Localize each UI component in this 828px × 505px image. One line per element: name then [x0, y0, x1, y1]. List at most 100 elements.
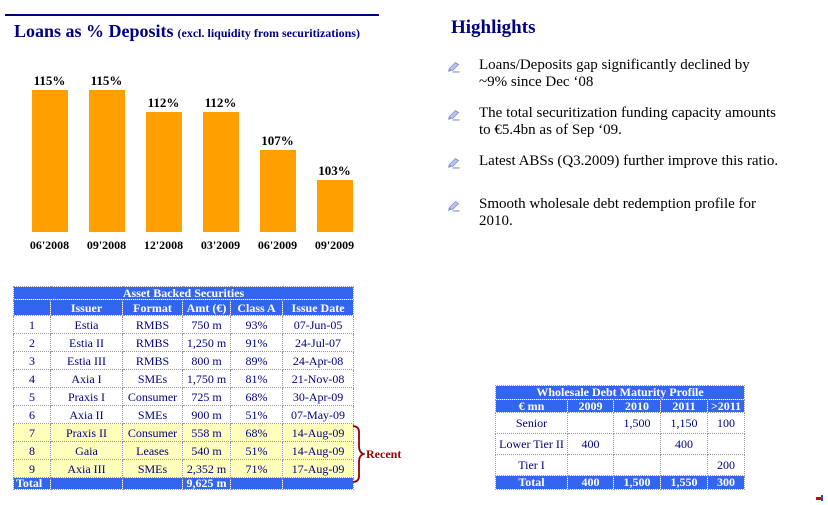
cell-issuer: Estia III	[50, 351, 123, 370]
column-header: Class A	[230, 299, 283, 316]
cell-format: RMBS	[122, 351, 183, 370]
cell-issuer: Estia II	[50, 333, 123, 352]
abs-table-title-row: Asset Backed Securities	[12, 286, 355, 300]
cell-format: RMBS	[122, 315, 183, 334]
cell-issuer: Axia I	[50, 369, 123, 388]
writing-hand-icon	[447, 57, 460, 91]
highlight-line: ~9% since Dec ‘08	[479, 74, 594, 90]
cell-date: 07-Jun-05	[281, 315, 355, 334]
bar-category-label: 09'2009	[314, 238, 355, 252]
cell-num: 2	[13, 333, 51, 352]
cell-num: 9	[13, 459, 51, 478]
abs-table-title: Asset Backed Securities	[12, 286, 355, 300]
cell-issuer: Praxis II	[50, 423, 123, 442]
bar-value-label: 112%	[147, 95, 180, 110]
table-row-recent: 9 Axia III SMEs 2,352 m 71% 17-Aug-09	[13, 459, 355, 478]
bar-category-label: 06'2009	[257, 238, 298, 252]
bar	[202, 112, 239, 232]
total-blank	[281, 477, 355, 490]
column-header: 2011	[660, 399, 708, 413]
bar-value-label: 112%	[204, 95, 237, 110]
cell-2010: 1,500	[613, 412, 661, 434]
cell-date: 14-Aug-09	[281, 441, 355, 460]
corner-mark-blue	[821, 495, 823, 501]
column-header: Format	[122, 299, 183, 316]
highlight-item: Smooth wholesale debt redemption profile…	[447, 196, 825, 230]
total-blank	[50, 477, 123, 490]
cell-date: 07-May-09	[281, 405, 355, 424]
loans-deposits-bar-chart: 115% 06'2008 115% 09'2008 112% 12'2008 1…	[21, 72, 363, 253]
column-header: Issue Date	[281, 299, 355, 316]
cell-date: 21-Nov-08	[281, 369, 355, 388]
highlight-line: Smooth wholesale debt redemption profile…	[479, 196, 757, 212]
highlight-item: Loans/Deposits gap significantly decline…	[447, 57, 825, 91]
title-rule	[5, 14, 379, 16]
cell-format: Consumer	[122, 387, 183, 406]
cell-2010	[613, 433, 661, 455]
bar-category-label: 06'2008	[29, 238, 70, 252]
highlight-line: 2010.	[479, 213, 513, 229]
cell-class-a: 71%	[230, 459, 283, 478]
bar-category-label: 12'2008	[143, 238, 184, 252]
total-2009: 400	[567, 475, 614, 490]
cell-label: Tier I	[495, 454, 568, 476]
wholesale-debt-table: Wholesale Debt Maturity Profile € mn 200…	[494, 385, 746, 490]
cell-2009	[567, 412, 614, 434]
recent-label: Recent	[366, 447, 402, 461]
cell-class-a: 68%	[230, 387, 283, 406]
cell-date: 14-Aug-09	[281, 423, 355, 442]
bar-value-label: 115%	[33, 72, 66, 88]
cell-amt: 900 m	[182, 405, 231, 424]
cell-issuer: Gaia	[50, 441, 123, 460]
bar-group: 112% 12'2008	[135, 72, 192, 253]
column-header	[13, 299, 51, 316]
cell-class-a: 93%	[230, 315, 283, 334]
highlight-line: to €5.4bn as of Sep ‘09.	[479, 122, 622, 138]
cell-num: 6	[13, 405, 51, 424]
highlights-title: Highlights	[451, 17, 536, 38]
cell-class-a: 51%	[230, 405, 283, 424]
bar	[259, 149, 296, 232]
total-blank	[230, 477, 283, 490]
cell-date: 30-Apr-09	[281, 387, 355, 406]
cell-num: 8	[13, 441, 51, 460]
cell-2010	[613, 454, 661, 476]
cell-num: 4	[13, 369, 51, 388]
bar-group: 112% 03'2009	[192, 72, 249, 253]
total-amt: 9,625 m	[182, 477, 231, 490]
table-row: 4 Axia I SMEs 1,750 m 81% 21-Nov-08	[13, 369, 355, 388]
cell-amt: 2,352 m	[182, 459, 231, 478]
cell-issuer: Praxis I	[50, 387, 123, 406]
cell-issuer: Axia II	[50, 405, 123, 424]
table-row: Tier I 200	[495, 454, 746, 476]
bar-value-label: 115%	[90, 72, 123, 88]
cell-amt: 1,750 m	[182, 369, 231, 388]
total-2011: 1,550	[660, 475, 708, 490]
cell-amt: 540 m	[182, 441, 231, 460]
cell-num: 5	[13, 387, 51, 406]
total-label: Total	[13, 477, 51, 490]
total-label: Total	[495, 475, 568, 490]
bar-category-label: 03'2009	[200, 238, 241, 252]
column-header: 2009	[567, 399, 614, 413]
cell-after-2011	[706, 433, 746, 455]
chart-title-main: Loans as % Deposits	[14, 21, 174, 41]
wdm-title-row: Wholesale Debt Maturity Profile	[494, 385, 746, 400]
table-row: 2 Estia II RMBS 1,250 m 91% 24-Jul-07	[13, 333, 355, 352]
cell-after-2011: 200	[706, 454, 746, 476]
highlight-text: Smooth wholesale debt redemption profile…	[479, 196, 756, 230]
column-header: € mn	[495, 399, 568, 413]
chart-title: Loans as % Deposits (excl. liquidity from…	[14, 21, 360, 42]
cell-label: Senior	[495, 412, 568, 434]
highlight-line: The total securitization funding capacit…	[479, 105, 776, 121]
highlight-item: Latest ABSs (Q3.2009) further improve th…	[447, 153, 825, 174]
bar-group: 107% 06'2009	[249, 72, 306, 253]
table-row: 6 Axia II SMEs 900 m 51% 07-May-09	[13, 405, 355, 424]
column-header: >2011	[706, 399, 746, 413]
corner-mark	[816, 494, 825, 502]
highlight-text: Loans/Deposits gap significantly decline…	[479, 57, 750, 91]
table-row: 5 Praxis I Consumer 725 m 68% 30-Apr-09	[13, 387, 355, 406]
recent-brace	[351, 425, 367, 488]
table-row-recent: 8 Gaia Leases 540 m 51% 14-Aug-09	[13, 441, 355, 460]
cell-issuer: Axia III	[50, 459, 123, 478]
